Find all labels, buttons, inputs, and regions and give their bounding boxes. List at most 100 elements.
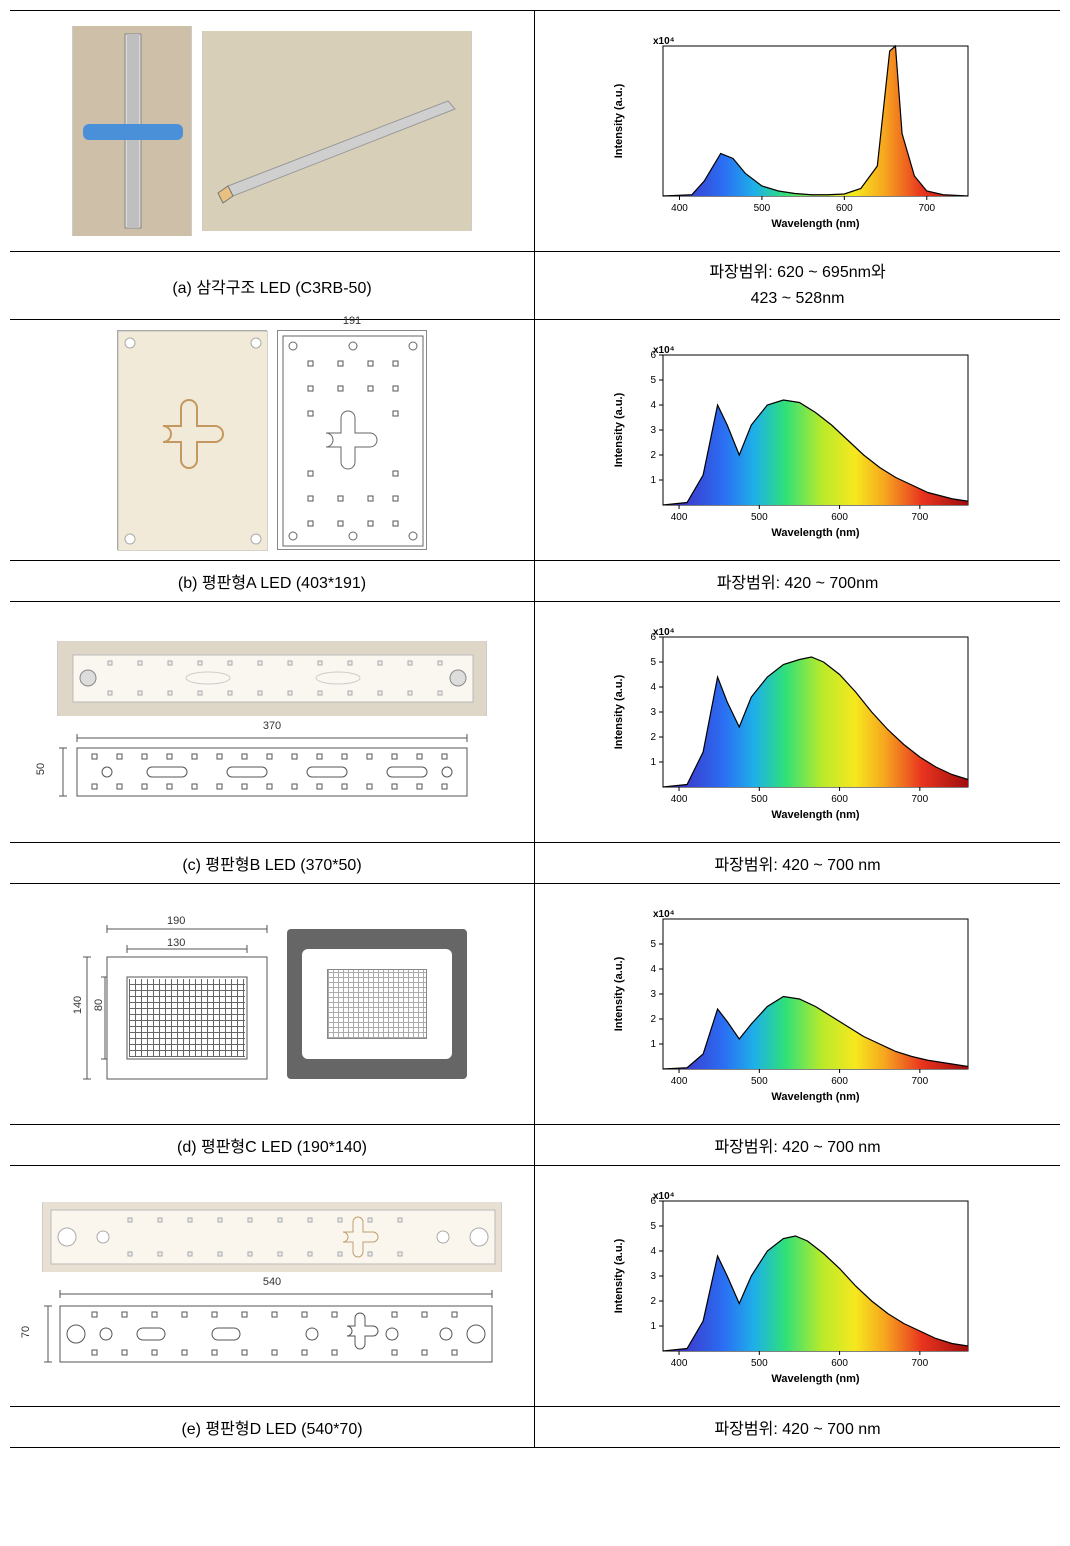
- svg-text:x10⁴: x10⁴: [653, 36, 675, 47]
- dim-b-width: 191: [343, 315, 361, 327]
- caption-d-left: (d) 평판형C LED (190*140): [10, 1125, 535, 1165]
- caption-e-left: (e) 평판형D LED (540*70): [10, 1407, 535, 1447]
- svg-text:600: 600: [831, 1358, 848, 1369]
- dim-d-190: 190: [167, 915, 185, 927]
- caption-b-left: (b) 평판형A LED (403*191): [10, 561, 535, 601]
- svg-text:x10⁴: x10⁴: [653, 627, 675, 638]
- row-d-photo-cell: 190 130 140 80: [10, 884, 535, 1124]
- row-e-photo-cell: 540 70: [10, 1166, 535, 1406]
- caption-b-right: 파장범위: 420 ~ 700nm: [535, 561, 1060, 601]
- row-c-images: 370 50: [10, 602, 1060, 843]
- row-c-spectrum-cell: 400500600700123456Wavelength (nm)Intensi…: [535, 602, 1060, 842]
- svg-text:400: 400: [670, 794, 687, 805]
- row-e-caption: (e) 평판형D LED (540*70) 파장범위: 420 ~ 700 nm: [10, 1407, 1060, 1448]
- row-a-caption: (a) 삼각구조 LED (C3RB-50) 파장범위: 620 ~ 695nm…: [10, 252, 1060, 320]
- row-e-spectrum-cell: 400500600700123456Wavelength (nm)Intensi…: [535, 1166, 1060, 1406]
- svg-text:4: 4: [650, 682, 656, 693]
- svg-text:Intensity (a.u.): Intensity (a.u.): [613, 393, 625, 468]
- svg-text:Wavelength (nm): Wavelength (nm): [771, 1373, 860, 1385]
- svg-text:Wavelength (nm): Wavelength (nm): [771, 809, 860, 821]
- svg-text:1: 1: [650, 757, 656, 768]
- dim-e-width: 540: [263, 1276, 281, 1288]
- dim-e-height: 70: [20, 1326, 32, 1338]
- dim-d-80: 80: [93, 999, 105, 1011]
- svg-text:700: 700: [918, 203, 935, 214]
- spectrum-chart-e: 400500600700123456Wavelength (nm)Intensi…: [608, 1186, 988, 1386]
- svg-text:400: 400: [670, 512, 687, 523]
- row-b-pcb-photo: [117, 330, 267, 550]
- svg-text:1: 1: [650, 475, 656, 486]
- svg-text:400: 400: [671, 203, 688, 214]
- svg-text:500: 500: [750, 794, 767, 805]
- row-a-photo-2: [202, 31, 472, 231]
- svg-text:5: 5: [650, 939, 656, 950]
- caption-d-right: 파장범위: 420 ~ 700 nm: [535, 1125, 1060, 1165]
- row-d-images: 190 130 140 80: [10, 884, 1060, 1125]
- caption-a-right: 파장범위: 620 ~ 695nm와 423 ~ 528nm: [535, 252, 1060, 319]
- svg-text:5: 5: [650, 657, 656, 668]
- row-c-photo-cell: 370 50: [10, 602, 535, 842]
- svg-text:Wavelength (nm): Wavelength (nm): [771, 218, 860, 230]
- svg-text:Intensity (a.u.): Intensity (a.u.): [613, 83, 625, 158]
- svg-text:2: 2: [650, 1296, 656, 1307]
- svg-text:3: 3: [650, 989, 656, 1000]
- svg-text:2: 2: [650, 1014, 656, 1025]
- svg-text:600: 600: [831, 794, 848, 805]
- row-a-spectrum-cell: 400 500 600 700 Wavelength (nm) Intensity (a.…: [535, 11, 1060, 251]
- svg-text:500: 500: [753, 203, 770, 214]
- spectrum-chart-a: 400 500 600 700 Wavelength (nm) Intensity (a.…: [608, 31, 988, 231]
- row-e-images: 540 70: [10, 1166, 1060, 1407]
- svg-text:500: 500: [750, 1076, 767, 1087]
- svg-text:1: 1: [650, 1321, 656, 1332]
- svg-text:1: 1: [650, 1039, 656, 1050]
- caption-c-right: 파장범위: 420 ~ 700 nm: [535, 843, 1060, 883]
- svg-text:700: 700: [911, 794, 928, 805]
- spectrum-chart-c: 400500600700123456Wavelength (nm)Intensi…: [608, 622, 988, 822]
- row-d-diagram: 190 130 140 80: [77, 919, 277, 1089]
- svg-text:600: 600: [831, 1076, 848, 1087]
- row-a-photo-cell: [10, 11, 535, 251]
- row-d-spectrum-cell: 40050060070012345Wavelength (nm)Intensit…: [535, 884, 1060, 1124]
- row-b-pcb-diagram: 191: [277, 330, 427, 550]
- svg-text:Intensity (a.u.): Intensity (a.u.): [613, 675, 625, 750]
- svg-text:5: 5: [650, 1221, 656, 1232]
- row-b-photo-cell: 191: [10, 320, 535, 560]
- dim-d-130: 130: [167, 937, 185, 949]
- svg-text:3: 3: [650, 1271, 656, 1282]
- svg-text:4: 4: [650, 1246, 656, 1257]
- svg-text:Wavelength (nm): Wavelength (nm): [771, 1091, 860, 1103]
- row-d-caption: (d) 평판형C LED (190*140) 파장범위: 420 ~ 700 n…: [10, 1125, 1060, 1166]
- svg-text:700: 700: [911, 1358, 928, 1369]
- svg-text:600: 600: [836, 203, 853, 214]
- row-e-pcb-diagram: 540 70: [42, 1290, 502, 1370]
- svg-text:x10⁴: x10⁴: [653, 1191, 675, 1202]
- led-comparison-table: 400 500 600 700 Wavelength (nm) Intensity (a.…: [10, 10, 1060, 1448]
- svg-text:Intensity (a.u.): Intensity (a.u.): [613, 957, 625, 1032]
- row-a-images: 400 500 600 700 Wavelength (nm) Intensity (a.…: [10, 10, 1060, 252]
- row-b-images: 191: [10, 320, 1060, 561]
- svg-text:3: 3: [650, 425, 656, 436]
- svg-text:x10⁴: x10⁴: [653, 345, 675, 356]
- svg-text:400: 400: [670, 1076, 687, 1087]
- svg-text:700: 700: [911, 1076, 928, 1087]
- caption-a-left: (a) 삼각구조 LED (C3RB-50): [10, 252, 535, 319]
- svg-text:500: 500: [750, 1358, 767, 1369]
- svg-text:700: 700: [911, 512, 928, 523]
- row-b-caption: (b) 평판형A LED (403*191) 파장범위: 420 ~ 700nm: [10, 561, 1060, 602]
- svg-text:5: 5: [650, 375, 656, 386]
- svg-text:500: 500: [750, 512, 767, 523]
- caption-e-right: 파장범위: 420 ~ 700 nm: [535, 1407, 1060, 1447]
- svg-text:400: 400: [670, 1358, 687, 1369]
- row-c-pcb-photo: [57, 641, 487, 716]
- dim-d-140: 140: [72, 996, 84, 1014]
- svg-text:Intensity (a.u.): Intensity (a.u.): [613, 1239, 625, 1314]
- caption-c-left: (c) 평판형B LED (370*50): [10, 843, 535, 883]
- row-c-pcb-diagram: 370 50: [57, 734, 487, 804]
- row-e-pcb-photo: [42, 1202, 502, 1272]
- dim-c-width: 370: [263, 720, 281, 732]
- spectrum-chart-b: 400500600700123456Wavelength (nm)Intensi…: [608, 340, 988, 540]
- svg-text:600: 600: [831, 512, 848, 523]
- dim-c-height: 50: [35, 763, 47, 775]
- svg-text:2: 2: [650, 732, 656, 743]
- row-b-spectrum-cell: 400500600700123456Wavelength (nm)Intensi…: [535, 320, 1060, 560]
